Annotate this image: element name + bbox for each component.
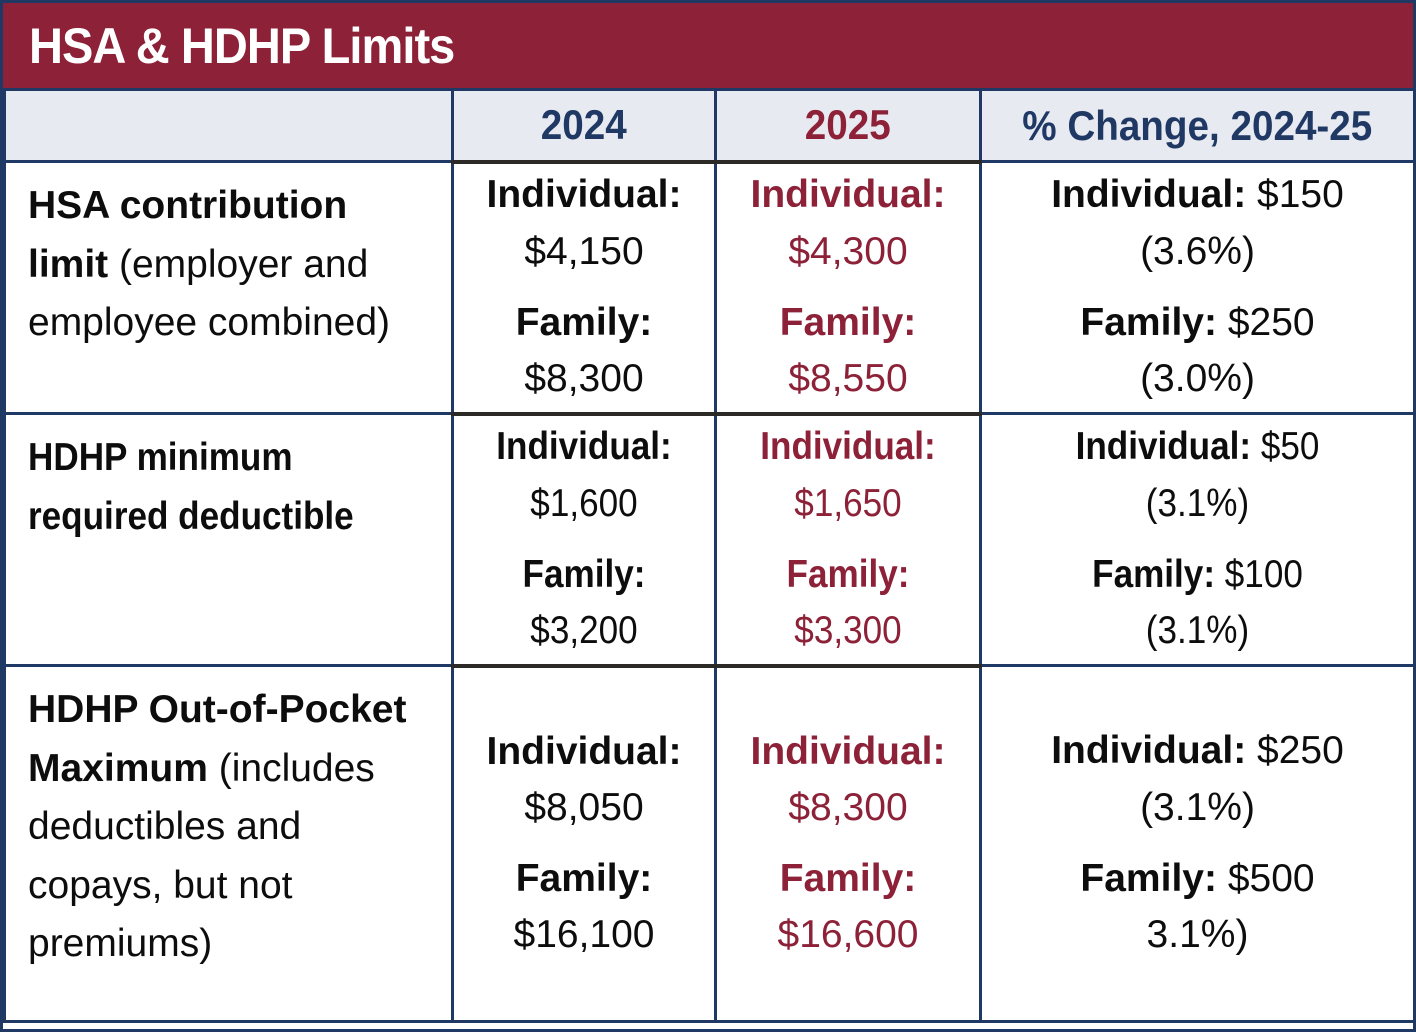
header-row: 2024 2025 % Change, 2024-25	[3, 88, 1413, 163]
row-label-hsa-contribution: HSA contribution limit (employer and emp…	[3, 160, 454, 415]
individual-entry: Individual: $4,150	[454, 167, 714, 280]
individual-entry: Individual: $50 (3.1%)	[1004, 419, 1392, 532]
individual-entry: Individual: $8,050	[454, 724, 714, 837]
family-change-amount: $100	[1224, 552, 1303, 596]
cell-2025-hsa: Individual: $4,300 Family: $8,550	[714, 159, 982, 415]
individual-entry: Individual: $1,650	[730, 419, 966, 532]
family-entry: Family: $16,600	[717, 851, 979, 964]
family-change-pct: (3.1%)	[1145, 609, 1250, 653]
family-label: Family:	[1080, 856, 1217, 900]
cell-2025-deductible: Individual: $1,650 Family: $3,300	[714, 411, 982, 667]
cell-2024-oop: Individual: $8,050 Family: $16,100	[451, 663, 717, 1023]
family-entry: Family: $500 3.1%)	[982, 851, 1413, 964]
family-change-amount: $500	[1227, 856, 1315, 900]
column-header-2025: 2025	[714, 88, 982, 163]
cell-change-hsa: Individual: $150 (3.6%) Family: $250 (3.…	[979, 160, 1413, 415]
family-label: Family:	[779, 856, 917, 900]
family-label: Family:	[1092, 552, 1216, 596]
table-row-hdhp-deductible: HDHP minimum required deductible Individ…	[3, 411, 1413, 667]
individual-change-amount: $150	[1257, 173, 1344, 217]
limits-table: 2024 2025 % Change, 2024-25 HSA contribu…	[3, 88, 1413, 1023]
column-header-2024: 2024	[451, 88, 717, 163]
family-value: $3,300	[794, 609, 902, 653]
family-label: Family:	[515, 856, 653, 900]
family-value: $8,300	[524, 357, 644, 401]
family-entry: Family: $3,200	[467, 547, 701, 660]
individual-value: $4,300	[788, 229, 908, 273]
family-label: Family:	[522, 552, 646, 596]
individual-value: $1,650	[794, 481, 902, 525]
family-change-pct: (3.0%)	[1140, 357, 1255, 401]
cell-2025-oop: Individual: $8,300 Family: $16,600	[714, 663, 982, 1023]
individual-change-pct: (3.1%)	[1140, 785, 1255, 829]
individual-value: $8,300	[788, 786, 908, 830]
individual-label: Individual:	[1051, 173, 1247, 217]
individual-entry: Individual: $4,300	[717, 167, 979, 280]
individual-change-amount: $50	[1260, 425, 1320, 469]
family-value: $3,200	[530, 609, 638, 653]
table-row-hdhp-oop-max: HDHP Out-of-Pocket Maximum (includes ded…	[3, 663, 1413, 1023]
row-label-hdhp-deductible: HDHP minimum required deductible	[3, 412, 454, 667]
family-entry: Family: $8,300	[454, 295, 714, 408]
individual-label: Individual:	[486, 173, 682, 217]
family-value: $16,600	[777, 913, 919, 957]
individual-change-pct: (3.1%)	[1145, 481, 1250, 525]
individual-label: Individual:	[1051, 729, 1247, 773]
individual-change-pct: (3.6%)	[1140, 229, 1255, 273]
individual-value: $4,150	[524, 229, 644, 273]
cell-change-deductible: Individual: $50 (3.1%) Family: $100 (3.1…	[979, 412, 1413, 667]
table-title-bar: HSA & HDHP Limits	[3, 3, 1413, 88]
individual-label: Individual:	[750, 173, 946, 217]
family-label: Family:	[515, 300, 653, 344]
individual-label: Individual:	[760, 425, 936, 469]
family-value: $8,550	[788, 357, 908, 401]
family-value: $16,100	[513, 913, 655, 957]
family-entry: Family: $3,300	[730, 547, 966, 660]
family-entry: Family: $100 (3.1%)	[1004, 547, 1392, 660]
individual-label: Individual:	[1075, 425, 1252, 469]
individual-entry: Individual: $1,600	[467, 419, 701, 532]
family-label: Family:	[779, 300, 917, 344]
cell-change-oop: Individual: $250 (3.1%) Family: $500 3.1…	[979, 664, 1413, 1023]
column-header-change: % Change, 2024-25	[979, 88, 1413, 163]
individual-entry: Individual: $8,300	[717, 724, 979, 837]
row-label-hdhp-oop-max: HDHP Out-of-Pocket Maximum (includes ded…	[3, 664, 454, 1023]
family-entry: Family: $250 (3.0%)	[982, 295, 1413, 408]
family-entry: Family: $8,550	[717, 295, 979, 408]
individual-label: Individual:	[496, 425, 672, 469]
page-title: HSA & HDHP Limits	[29, 17, 455, 74]
family-change-pct: 3.1%)	[1146, 913, 1249, 957]
family-label: Family:	[786, 552, 910, 596]
individual-value: $8,050	[524, 786, 644, 830]
cell-2024-deductible: Individual: $1,600 Family: $3,200	[451, 411, 717, 667]
family-label: Family:	[1080, 300, 1217, 344]
column-header-blank	[3, 88, 454, 163]
family-change-amount: $250	[1227, 300, 1315, 344]
individual-value: $1,600	[530, 481, 638, 525]
individual-entry: Individual: $150 (3.6%)	[982, 167, 1413, 280]
cell-2024-hsa: Individual: $4,150 Family: $8,300	[451, 159, 717, 415]
individual-label: Individual:	[486, 729, 682, 773]
individual-change-amount: $250	[1257, 729, 1344, 773]
individual-entry: Individual: $250 (3.1%)	[982, 723, 1413, 836]
individual-label: Individual:	[750, 729, 946, 773]
family-entry: Family: $16,100	[454, 851, 714, 964]
table-row-hsa-contribution: HSA contribution limit (employer and emp…	[3, 159, 1413, 415]
